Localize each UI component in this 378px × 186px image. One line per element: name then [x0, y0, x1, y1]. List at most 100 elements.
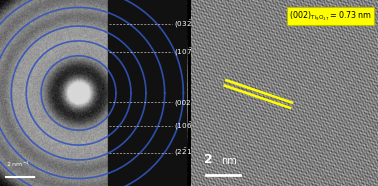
Point — [37, 166, 43, 169]
Point — [4, 126, 10, 129]
Point — [116, 102, 122, 105]
Point — [147, 5, 153, 8]
Point — [43, 183, 50, 186]
Point — [136, 142, 142, 145]
Point — [34, 137, 40, 140]
Point — [104, 27, 110, 30]
Point — [141, 85, 147, 88]
Point — [121, 29, 127, 32]
Point — [9, 53, 15, 56]
Point — [178, 152, 184, 155]
Point — [154, 114, 160, 117]
Point — [181, 12, 187, 15]
Point — [110, 36, 116, 39]
Point — [24, 118, 30, 121]
Point — [136, 76, 143, 79]
Point — [32, 124, 38, 127]
Point — [166, 117, 172, 120]
Point — [179, 42, 185, 45]
Point — [137, 132, 143, 135]
Point — [58, 168, 64, 171]
Point — [129, 68, 135, 71]
Point — [160, 141, 166, 144]
Point — [115, 47, 121, 50]
Point — [113, 7, 119, 9]
Point — [94, 142, 100, 145]
Point — [36, 110, 42, 113]
Point — [154, 73, 160, 76]
Point — [82, 96, 88, 99]
Point — [21, 73, 27, 76]
Point — [4, 150, 10, 153]
Point — [73, 52, 79, 55]
Point — [164, 163, 170, 166]
Point — [117, 91, 123, 94]
Point — [75, 136, 81, 139]
Point — [48, 18, 54, 21]
Point — [106, 102, 112, 105]
Point — [183, 161, 189, 164]
Point — [166, 174, 172, 177]
Point — [146, 63, 152, 66]
Point — [88, 62, 94, 65]
Point — [128, 167, 134, 170]
Point — [168, 33, 174, 36]
Point — [136, 86, 142, 89]
Point — [156, 69, 163, 72]
Point — [9, 55, 15, 58]
Point — [20, 176, 26, 179]
Point — [0, 109, 5, 112]
Point — [108, 157, 114, 160]
Point — [104, 77, 110, 80]
Point — [46, 21, 52, 24]
Point — [94, 8, 100, 11]
Point — [113, 150, 119, 153]
Point — [139, 91, 145, 94]
Point — [138, 182, 144, 185]
Point — [115, 10, 121, 13]
Point — [109, 40, 115, 43]
Point — [136, 77, 142, 80]
Point — [99, 22, 105, 25]
Point — [168, 8, 174, 11]
Point — [50, 44, 56, 47]
Point — [148, 72, 154, 75]
Point — [113, 12, 119, 15]
Point — [150, 33, 156, 36]
Point — [50, 84, 56, 87]
Point — [46, 79, 53, 82]
Point — [131, 104, 137, 107]
Point — [170, 144, 176, 147]
Point — [26, 55, 32, 58]
Point — [155, 86, 161, 89]
Point — [29, 51, 35, 54]
Point — [98, 181, 104, 184]
Point — [149, 109, 155, 112]
Point — [89, 33, 95, 36]
Point — [41, 48, 47, 51]
Point — [55, 4, 61, 7]
Point — [146, 38, 152, 41]
Point — [2, 75, 8, 78]
Point — [24, 49, 30, 52]
Point — [120, 55, 126, 58]
Point — [13, 117, 19, 120]
Point — [183, 32, 189, 35]
Point — [106, 95, 112, 98]
Point — [37, 133, 43, 136]
Point — [122, 28, 128, 31]
Point — [0, 84, 3, 86]
Point — [119, 119, 125, 122]
Point — [61, 182, 67, 185]
Point — [88, 179, 94, 182]
Point — [43, 82, 50, 85]
Point — [34, 31, 40, 34]
Point — [44, 81, 50, 84]
Point — [95, 112, 101, 115]
Point — [165, 15, 171, 18]
Point — [178, 32, 184, 35]
Point — [48, 132, 54, 135]
Point — [143, 180, 149, 183]
Point — [68, 161, 74, 164]
Point — [87, 166, 93, 169]
